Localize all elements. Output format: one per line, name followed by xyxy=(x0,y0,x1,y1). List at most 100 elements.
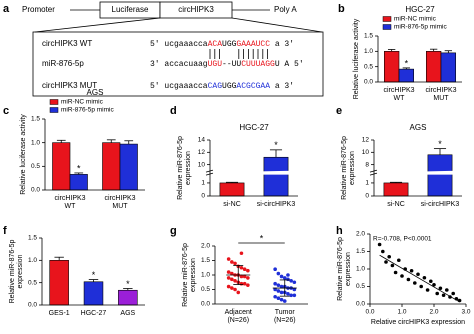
y-tick-label: 0.0 xyxy=(31,187,40,194)
x-tick-label: circHIPK3 xyxy=(383,87,414,94)
x-tick-label: si-NC xyxy=(387,201,405,208)
insert-label: circHIPK3 xyxy=(178,5,214,14)
sequence-segment: UGU xyxy=(208,60,223,69)
sequence: 3' accacuaagUGU--UUCUUUAGGU A 5' xyxy=(150,60,304,69)
sequence-segment: 3' accacuaag xyxy=(150,60,208,69)
data-point xyxy=(276,283,281,287)
x-tick-label: 2.0 xyxy=(429,309,438,316)
y-axis-label: expression xyxy=(345,252,352,286)
data-point xyxy=(384,260,388,264)
y-tick-label: 0.5 xyxy=(28,279,37,286)
data-point xyxy=(429,279,433,284)
bar xyxy=(383,51,400,83)
sequence-segment: GAAAUCC xyxy=(236,40,270,49)
data-point xyxy=(397,258,401,263)
data-point xyxy=(282,299,287,303)
data-point xyxy=(226,257,231,261)
y-tick-label: 1.0 xyxy=(356,266,365,273)
data-point xyxy=(226,270,231,274)
sequence-segment: ACA xyxy=(208,40,223,49)
data-point xyxy=(246,283,250,287)
y-axis-label: Relative luciferase activity xyxy=(20,114,27,195)
significance: * xyxy=(405,58,409,68)
data-point xyxy=(289,279,293,283)
legend-label: miR-NC mimic xyxy=(61,99,104,106)
panel-letter: h xyxy=(336,225,343,237)
y-tick-label: 0 xyxy=(365,193,369,200)
bar xyxy=(440,52,456,83)
data-point xyxy=(273,267,277,272)
sequence-segment: U A 5' xyxy=(275,60,304,69)
data-point xyxy=(432,282,436,287)
data-point xyxy=(425,288,430,292)
sequence-segment: a 3' xyxy=(270,40,294,49)
sequence-segment: 5' ucgaaacca xyxy=(150,40,208,49)
data-point xyxy=(286,292,290,296)
bar xyxy=(49,260,69,306)
y-tick-label: 10 xyxy=(362,149,370,156)
data-point xyxy=(233,287,237,292)
data-point xyxy=(246,276,250,280)
sequence-segment: CUUUAGG xyxy=(241,60,275,69)
sequence-segment: --UU xyxy=(222,60,241,69)
bar xyxy=(425,51,442,83)
x-tick-sublabel: (N=26) xyxy=(227,317,249,324)
data-point xyxy=(289,293,293,298)
panel-letter: a xyxy=(3,3,10,15)
data-point xyxy=(445,288,449,292)
bar xyxy=(102,142,121,191)
legend-label: miR-876-5p mimic xyxy=(61,107,114,114)
y-tick-label: 1.5 xyxy=(28,235,37,242)
sequence: 5' ucgaaaccaCAGUGGACGCGAA a 3' xyxy=(150,82,294,91)
x-tick-label: AGS xyxy=(120,310,135,317)
data-point xyxy=(435,291,440,296)
x-tick-sublabel: MUT xyxy=(433,95,449,102)
x-tick-label: si-circHIPK3 xyxy=(257,201,296,208)
data-point xyxy=(441,293,446,298)
sequence-segment: a 3' xyxy=(270,82,294,91)
data-point xyxy=(286,273,290,277)
data-point xyxy=(451,291,456,296)
luciferase-label: Luciferase xyxy=(112,5,149,14)
y-tick-label: 0.0 xyxy=(364,79,373,86)
data-point xyxy=(438,286,443,291)
sequence-segment: ACGCGAA xyxy=(236,82,270,91)
significance: * xyxy=(438,139,442,149)
legend-label: miR-NC mimic xyxy=(394,16,437,23)
zoom-line xyxy=(231,17,323,33)
bar xyxy=(263,156,289,197)
data-point xyxy=(273,287,277,292)
chart-title: HGC-27 xyxy=(239,123,269,132)
data-point xyxy=(381,249,385,254)
significance: * xyxy=(92,270,96,280)
bar xyxy=(427,154,453,197)
y-axis-label: Relative miR-876-5p xyxy=(9,239,16,303)
data-point xyxy=(242,267,247,272)
data-point xyxy=(279,290,284,295)
data-point xyxy=(409,268,414,273)
x-tick-label: si-NC xyxy=(223,201,241,208)
sequence: 5' ucgaaaccaACAUGGGAAAUCC a 3' xyxy=(150,40,294,49)
y-axis-label: Relative miR-876-5p xyxy=(341,136,348,200)
data-point xyxy=(239,274,244,279)
x-tick-label: circHIPK3 xyxy=(425,87,456,94)
panel-letter: g xyxy=(170,225,177,237)
sequence-segment: UGG xyxy=(222,40,237,49)
annotation: R=-0.708, P<0.0001 xyxy=(373,236,432,243)
y-tick-label: 1.5 xyxy=(356,248,365,255)
x-tick-label: Tumor xyxy=(275,309,296,316)
y-tick-label: 0.5 xyxy=(201,286,210,293)
break-mark xyxy=(205,172,214,176)
data-point xyxy=(239,265,244,270)
data-point xyxy=(246,268,250,273)
bar xyxy=(119,143,138,191)
y-tick-label: 1.5 xyxy=(201,257,210,264)
x-tick-label: HGC-27 xyxy=(81,310,107,317)
x-tick-label: 1.0 xyxy=(397,309,406,316)
bar xyxy=(219,182,245,197)
panel-letter: e xyxy=(336,105,342,117)
y-tick-label: 2.0 xyxy=(356,231,365,238)
x-tick-sublabel: (N=26) xyxy=(274,317,296,324)
y-tick-label: 0.0 xyxy=(201,301,210,308)
data-point xyxy=(236,290,241,295)
